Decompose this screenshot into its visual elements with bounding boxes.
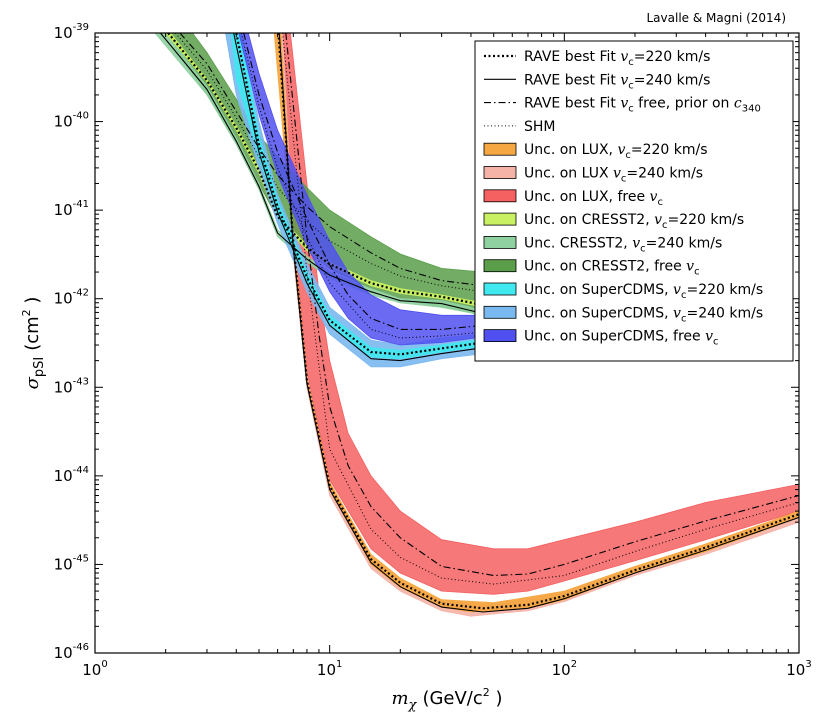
legend-swatch [483, 259, 517, 273]
legend-swatch [483, 282, 517, 296]
legend-label: Unc. on LUX, free vc [524, 189, 663, 208]
legend-label: Unc. on SuperCDMS, free vc [524, 329, 719, 348]
y-tick-label: 10-42 [54, 288, 89, 308]
legend-swatch [483, 142, 517, 156]
y-axis-title: σpSI (cm2 ) [20, 297, 47, 390]
legend-entry: Unc. on CRESST2, vc=220 km/s [483, 212, 744, 231]
x-tick-label: 103 [786, 659, 811, 679]
curve-layer [159, 33, 799, 613]
curve-supercdms-shm [240, 33, 484, 339]
y-axis-unit: (cm [22, 316, 43, 350]
legend-entry: Unc. on SuperCDMS, free vc [483, 329, 719, 348]
legend-swatch [483, 235, 517, 249]
legend-box [474, 40, 794, 362]
curve-supercdms-free-vc [243, 33, 484, 330]
x-tick-label: 100 [82, 659, 107, 679]
curve-cresst2-free-vc [179, 33, 484, 287]
curve-supercdms-best-fit-220 [235, 33, 484, 356]
x-axis-title: mχ (GeV/c2 ) [391, 686, 502, 713]
legend-entry: Unc. on LUX vc=240 km/s [483, 166, 703, 185]
y-tick-label: 10-43 [54, 376, 89, 396]
legend-label: Unc. on CRESST2, free vc [524, 259, 700, 278]
legend-entry: Unc. on SuperCDMS, vc=240 km/s [483, 305, 763, 324]
legend-entry: RAVE best Fit vc=220 km/s [484, 49, 710, 68]
legend-label: Unc. on LUX vc=240 km/s [524, 166, 703, 185]
curve-supercdms-best-fit-240 [233, 33, 484, 362]
x-axis-unit: (GeV/c [422, 688, 482, 709]
legend-label: Unc. on CRESST2, vc=220 km/s [524, 212, 744, 231]
legend-entry: Unc. on CRESST2, free vc [483, 259, 700, 278]
legend: RAVE best Fit vc=220 km/s RAVE best Fit v… [474, 40, 794, 362]
curve-lux-best-fit-240 [278, 33, 799, 613]
y-axis-symbol: σ [22, 376, 43, 389]
band-supercdms-vc-220 [230, 33, 484, 360]
y-axis-unit-end: ) [22, 297, 43, 310]
x-tick-label: 102 [552, 659, 577, 679]
legend-swatch [483, 212, 517, 226]
legend-label: RAVE best Fit vc free, prior on c340 [524, 96, 761, 115]
legend-swatch [483, 189, 517, 203]
curve-cresst2-shm [175, 33, 484, 293]
y-tick-label: 10-40 [54, 111, 89, 131]
legend-label: RAVE best Fit vc=240 km/s [524, 72, 710, 91]
legend-label: Unc. on SuperCDMS, vc=240 km/s [524, 305, 763, 324]
legend-label: Unc. CRESST2, vc=240 km/s [524, 235, 722, 254]
y-tick-label: 10-46 [54, 642, 89, 662]
legend-entry: RAVE best Fit vc=240 km/s [484, 72, 710, 91]
x-axis-unit-end: ) [490, 688, 503, 709]
band-lux-free-vc [282, 33, 799, 595]
curve-lux-free-vc [285, 33, 799, 577]
tick-label-layer: 100 101 102 103 10-46 10-45 10-44 10-43 10-42 10-… [54, 22, 812, 679]
legend-swatch [483, 329, 517, 343]
legend-entry: Unc. on SuperCDMS, vc=220 km/s [483, 282, 763, 301]
y-tick-label: 10-39 [54, 22, 89, 42]
legend-entry: RAVE best Fit vc free, prior on c340 [484, 96, 761, 115]
plot-frame [94, 32, 800, 654]
x-axis-symbol: m [391, 688, 408, 709]
y-tick-label: 10-41 [54, 199, 89, 219]
x-tick-label: 101 [317, 659, 342, 679]
y-axis-unit-sup: 2 [20, 309, 33, 316]
legend-label: Unc. on LUX, vc=220 km/s [524, 142, 708, 161]
x-axis-symbol-sub: χ [408, 698, 418, 713]
legend-entry: SHM [484, 119, 556, 135]
attribution-text: Lavalle & Magni (2014) [646, 11, 786, 25]
tick-layer [94, 32, 800, 654]
x-axis-unit-sup: 2 [483, 686, 490, 699]
curve-cresst2-best-fit-220 [167, 33, 484, 307]
y-tick-label: 10-45 [54, 553, 89, 573]
y-axis-symbol-sub: pSI [32, 357, 47, 377]
legend-entry: Unc. on LUX, free vc [483, 189, 663, 208]
legend-entry: Unc. CRESST2, vc=240 km/s [483, 235, 722, 254]
legend-swatch [483, 166, 517, 179]
legend-label: RAVE best Fit vc=220 km/s [524, 49, 710, 68]
legend-label: SHM [524, 119, 556, 135]
legend-swatch [483, 305, 517, 319]
legend-label: Unc. on SuperCDMS, vc=220 km/s [524, 282, 763, 301]
curve-lux-shm [282, 33, 799, 585]
curve-cresst2-best-fit-240 [159, 33, 484, 315]
y-tick-label: 10-44 [54, 465, 89, 485]
legend-entry: Unc. on LUX, vc=220 km/s [483, 142, 708, 161]
